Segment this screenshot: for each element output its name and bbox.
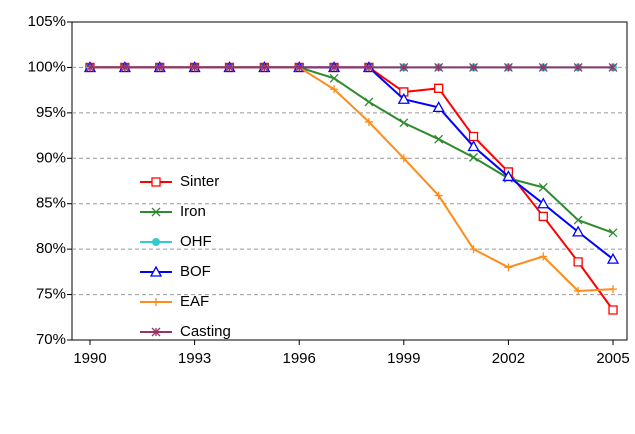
y-tick-label: 95% bbox=[36, 104, 66, 121]
y-tick-label: 75% bbox=[36, 286, 66, 303]
legend-marker bbox=[149, 265, 163, 277]
marker bbox=[190, 62, 200, 72]
plot-frame bbox=[71, 21, 628, 341]
legend-label: EAF bbox=[180, 293, 209, 310]
marker bbox=[504, 263, 513, 272]
marker bbox=[468, 131, 479, 142]
marker bbox=[537, 197, 550, 209]
marker bbox=[469, 245, 478, 254]
marker bbox=[434, 191, 443, 200]
marker bbox=[469, 62, 478, 72]
marker bbox=[397, 92, 410, 104]
marker bbox=[85, 62, 95, 72]
marker bbox=[606, 252, 620, 264]
marker bbox=[399, 87, 409, 97]
marker bbox=[608, 305, 618, 315]
legend-marker bbox=[151, 327, 161, 337]
marker bbox=[259, 62, 269, 72]
x-tick-label: 2005 bbox=[596, 350, 629, 367]
marker bbox=[469, 152, 478, 162]
legend-label: BOF bbox=[180, 263, 211, 280]
marker bbox=[608, 228, 618, 238]
legend-marker bbox=[152, 298, 160, 306]
legend-label: Sinter bbox=[180, 173, 219, 190]
x-tick-label: 1993 bbox=[178, 350, 211, 367]
marker bbox=[573, 257, 583, 267]
legend-label: OHF bbox=[180, 233, 212, 250]
marker bbox=[539, 252, 548, 261]
marker bbox=[538, 211, 548, 222]
marker bbox=[574, 286, 583, 295]
marker bbox=[502, 170, 515, 182]
marker bbox=[573, 215, 583, 225]
legend-marker bbox=[152, 238, 160, 246]
series-line bbox=[90, 66, 614, 292]
x-tick-label: 1990 bbox=[73, 350, 106, 367]
marker bbox=[399, 118, 409, 128]
marker bbox=[608, 62, 618, 72]
marker bbox=[434, 83, 444, 93]
marker bbox=[364, 117, 373, 126]
marker bbox=[155, 62, 165, 72]
marker bbox=[573, 62, 583, 72]
marker bbox=[329, 62, 339, 72]
y-tick-label: 100% bbox=[28, 58, 66, 75]
marker bbox=[120, 62, 130, 72]
legend-marker bbox=[151, 177, 161, 187]
series-line bbox=[90, 66, 614, 311]
series-line bbox=[90, 66, 614, 260]
legend-label: Casting bbox=[180, 323, 231, 340]
legend-label: Iron bbox=[180, 203, 206, 220]
marker bbox=[330, 85, 339, 94]
marker bbox=[294, 62, 304, 72]
legend-marker bbox=[151, 207, 161, 217]
y-tick-label: 70% bbox=[36, 331, 66, 348]
marker bbox=[364, 97, 374, 107]
marker bbox=[432, 101, 445, 113]
marker bbox=[467, 140, 480, 152]
y-tick-label: 105% bbox=[28, 13, 66, 30]
x-tick-label: 1999 bbox=[387, 350, 420, 367]
marker bbox=[329, 73, 339, 83]
marker bbox=[434, 62, 444, 72]
marker bbox=[399, 62, 409, 72]
marker bbox=[399, 154, 408, 163]
y-tick-label: 90% bbox=[36, 149, 66, 166]
marker bbox=[225, 62, 234, 72]
marker bbox=[572, 225, 585, 237]
marker bbox=[609, 285, 617, 294]
marker bbox=[434, 134, 444, 144]
series-line bbox=[90, 66, 614, 234]
x-tick-label: 2002 bbox=[492, 350, 525, 367]
x-tick-label: 1996 bbox=[283, 350, 316, 367]
marker bbox=[364, 62, 374, 72]
marker bbox=[538, 182, 548, 192]
y-tick-label: 80% bbox=[36, 240, 66, 257]
marker bbox=[538, 62, 548, 72]
y-tick-label: 85% bbox=[36, 195, 66, 212]
marker bbox=[503, 62, 513, 72]
